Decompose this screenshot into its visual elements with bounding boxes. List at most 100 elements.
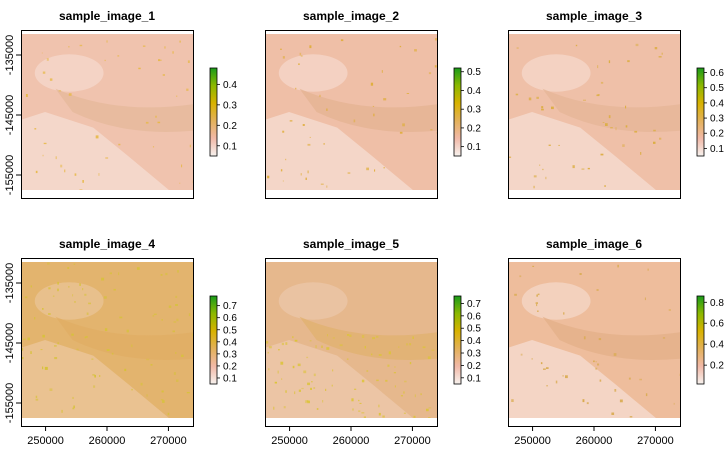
speckle xyxy=(300,173,302,176)
speckle xyxy=(541,106,544,109)
speckle xyxy=(79,44,83,47)
speckle xyxy=(361,335,365,338)
speckle xyxy=(307,382,310,386)
tint-band xyxy=(55,316,193,360)
speckle xyxy=(426,408,429,412)
speckle xyxy=(42,308,44,310)
legend-tick-label: 0.6 xyxy=(223,313,237,324)
panel-title: sample_image_6 xyxy=(546,237,642,251)
panel-4: sample_image_4 -135000 -145000 -155000 25000… xyxy=(4,237,237,447)
speckle xyxy=(414,394,416,398)
speckle xyxy=(600,81,604,84)
speckle xyxy=(21,357,24,360)
speckle xyxy=(535,302,538,304)
legend-tick-label: 0.7 xyxy=(467,299,481,310)
speckle xyxy=(531,358,533,360)
speckle xyxy=(611,412,615,415)
speckle xyxy=(619,399,623,403)
speckle xyxy=(394,385,396,388)
speckle xyxy=(622,144,625,147)
speckle xyxy=(294,391,296,395)
y-tick-label: -155000 xyxy=(4,155,16,195)
speckle xyxy=(61,409,63,413)
y-tick-label: -145000 xyxy=(4,95,16,135)
speckle xyxy=(109,272,112,275)
speckle xyxy=(511,399,514,402)
speckle xyxy=(280,169,283,172)
speckle xyxy=(54,345,57,347)
speckle xyxy=(282,130,285,133)
speckle xyxy=(282,56,285,59)
speckle xyxy=(351,398,354,402)
speckle xyxy=(34,128,37,130)
speckle xyxy=(358,399,360,402)
speckle xyxy=(42,154,44,157)
speckle xyxy=(267,351,269,354)
speckle xyxy=(596,289,599,291)
speckle xyxy=(25,94,28,97)
speckle xyxy=(653,129,656,132)
speckle xyxy=(536,294,538,297)
panel-title: sample_image_5 xyxy=(303,237,399,251)
speckle xyxy=(86,312,89,315)
speckle xyxy=(142,45,146,47)
speckle xyxy=(610,127,613,129)
legend-tick-label: 0.5 xyxy=(467,324,481,335)
legend-tick-label: 0.1 xyxy=(223,141,237,152)
speckle xyxy=(155,115,157,118)
panel-title: sample_image_2 xyxy=(303,9,399,23)
speckle xyxy=(309,340,312,342)
speckle xyxy=(60,164,63,168)
speckle xyxy=(305,177,307,180)
speckle xyxy=(268,346,272,349)
speckle xyxy=(282,180,284,182)
speckle xyxy=(533,175,537,178)
speckle xyxy=(152,146,155,148)
legend-colorbar xyxy=(696,295,705,385)
speckle xyxy=(76,348,79,351)
speckle xyxy=(562,375,564,377)
speckle xyxy=(24,296,28,299)
speckle xyxy=(68,286,70,288)
speckle xyxy=(268,368,270,371)
speckle xyxy=(177,270,179,273)
speckle xyxy=(186,88,189,91)
speckle xyxy=(126,329,129,333)
speckle xyxy=(124,368,127,372)
speckle xyxy=(353,119,356,123)
speckle xyxy=(551,106,554,110)
speckle xyxy=(430,129,433,131)
speckle xyxy=(546,385,548,387)
speckle xyxy=(319,94,321,98)
speckle xyxy=(131,388,133,391)
speckle xyxy=(382,415,385,418)
pale-patch xyxy=(521,54,591,92)
speckle xyxy=(168,305,172,308)
speckle xyxy=(579,273,582,275)
speckle xyxy=(422,346,426,349)
speckle xyxy=(316,408,319,410)
speckle xyxy=(354,388,357,390)
speckle xyxy=(629,416,633,418)
speckle xyxy=(146,358,150,361)
speckle xyxy=(306,356,309,359)
speckle xyxy=(160,399,164,401)
speckle xyxy=(320,183,324,185)
speckle xyxy=(420,393,422,396)
tint-band xyxy=(299,88,437,132)
speckle xyxy=(64,169,66,173)
legend-tick-label: 0.3 xyxy=(223,100,237,111)
speckle xyxy=(88,302,91,305)
speckle xyxy=(140,382,143,386)
speckle xyxy=(575,44,578,47)
speckle xyxy=(162,400,165,403)
tint-band xyxy=(542,88,680,132)
speckle xyxy=(307,400,310,404)
speckle xyxy=(376,335,379,338)
legend-tick-label: 0.6 xyxy=(467,311,481,322)
speckle xyxy=(79,189,83,190)
legend-tick-label: 0.1 xyxy=(467,142,481,153)
speckle xyxy=(158,59,161,62)
speckle xyxy=(409,362,412,365)
speckle xyxy=(277,370,279,374)
